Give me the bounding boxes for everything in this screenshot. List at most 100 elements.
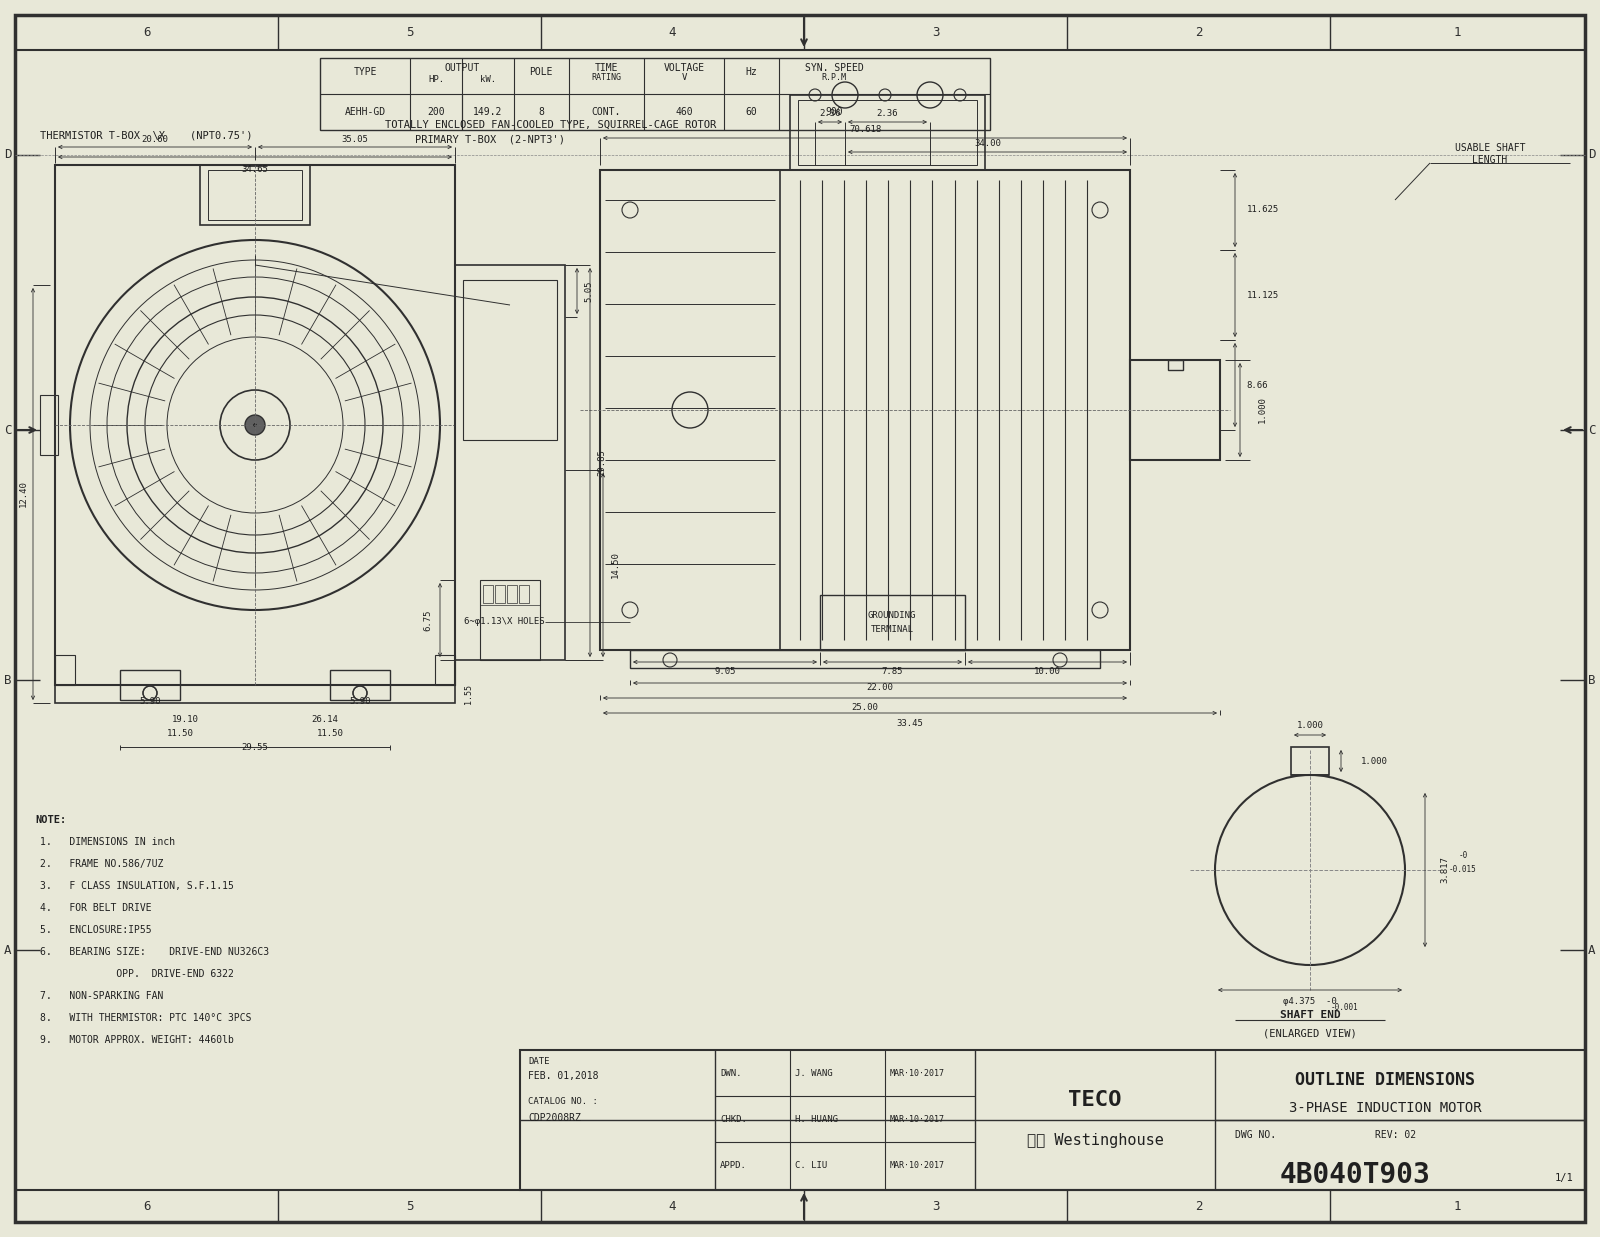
- Text: 3: 3: [931, 1200, 939, 1213]
- Text: 5: 5: [406, 26, 413, 38]
- Text: 1.   DIMENSIONS IN inch: 1. DIMENSIONS IN inch: [40, 837, 174, 847]
- Text: R.P.M: R.P.M: [821, 73, 846, 83]
- Text: J. WANG: J. WANG: [795, 1069, 832, 1077]
- Text: 1.000: 1.000: [1258, 397, 1267, 423]
- Text: POLE: POLE: [530, 67, 552, 77]
- Text: 7.   NON-SPARKING FAN: 7. NON-SPARKING FAN: [40, 991, 163, 1001]
- Bar: [330, 670, 390, 700]
- Bar: [494, 585, 506, 602]
- Text: H. HUANG: H. HUANG: [795, 1115, 838, 1123]
- Text: 3: 3: [931, 26, 939, 38]
- Text: 70.618: 70.618: [850, 125, 882, 135]
- Text: 6.75: 6.75: [424, 610, 432, 631]
- Bar: [1291, 747, 1330, 776]
- Text: APPD.: APPD.: [720, 1160, 747, 1169]
- Text: 19.10: 19.10: [171, 715, 198, 725]
- Text: 5.05: 5.05: [584, 281, 594, 302]
- Bar: [54, 165, 454, 685]
- Text: VOLTAGE: VOLTAGE: [664, 63, 704, 73]
- Text: 5.   ENCLOSURE:IP55: 5. ENCLOSURE:IP55: [40, 925, 152, 935]
- Bar: [40, 395, 58, 455]
- Text: OUTPUT: OUTPUT: [445, 63, 480, 73]
- Bar: [790, 95, 986, 169]
- Text: 29.85: 29.85: [597, 449, 606, 476]
- Text: 6.   BEARING SIZE:    DRIVE-END NU326C3: 6. BEARING SIZE: DRIVE-END NU326C3: [40, 948, 269, 957]
- Bar: [320, 58, 990, 130]
- Text: 1.55: 1.55: [464, 684, 474, 704]
- Text: 34.65: 34.65: [242, 165, 269, 173]
- Text: MAR·10·2017: MAR·10·2017: [890, 1115, 946, 1123]
- Text: (ENLARGED VIEW): (ENLARGED VIEW): [1262, 1028, 1357, 1038]
- Text: D: D: [5, 148, 11, 162]
- Text: 14.50: 14.50: [611, 552, 619, 579]
- Text: 29.55: 29.55: [242, 742, 269, 752]
- Text: B: B: [5, 673, 11, 687]
- Text: AEHH-GD: AEHH-GD: [344, 106, 386, 118]
- Bar: [600, 169, 1130, 649]
- Text: ⓂⓆ Westinghouse: ⓂⓆ Westinghouse: [1027, 1133, 1163, 1148]
- Bar: [520, 1050, 1586, 1190]
- Bar: [1168, 360, 1182, 370]
- Text: CDP2008RZ: CDP2008RZ: [528, 1113, 581, 1123]
- Text: 2: 2: [1195, 26, 1202, 38]
- Bar: [1130, 360, 1221, 460]
- Text: 34.00: 34.00: [974, 140, 1002, 148]
- Text: TOTALLY ENCLOSED FAN-COOLED TYPE, SQUIRREL-CAGE ROTOR: TOTALLY ENCLOSED FAN-COOLED TYPE, SQUIRR…: [386, 120, 717, 130]
- Text: 4.   FOR BELT DRIVE: 4. FOR BELT DRIVE: [40, 903, 152, 913]
- Text: 11.625: 11.625: [1246, 205, 1278, 214]
- Bar: [518, 585, 530, 602]
- Bar: [819, 595, 965, 649]
- Text: 2: 2: [1195, 1200, 1202, 1213]
- Text: DWN.: DWN.: [720, 1069, 741, 1077]
- Text: C: C: [5, 423, 11, 437]
- Text: 4B040T903: 4B040T903: [1280, 1162, 1430, 1189]
- Text: RATING: RATING: [590, 73, 621, 83]
- Text: 22.00: 22.00: [867, 683, 893, 691]
- Text: 4: 4: [669, 26, 677, 38]
- Text: TERMINAL: TERMINAL: [870, 626, 914, 635]
- Text: 900: 900: [826, 106, 843, 118]
- Text: 2.36: 2.36: [819, 110, 840, 119]
- Circle shape: [245, 414, 266, 435]
- Text: 11.50: 11.50: [317, 729, 344, 737]
- Text: 2.   FRAME NO.586/7UZ: 2. FRAME NO.586/7UZ: [40, 858, 163, 870]
- Text: SYN. SPEED: SYN. SPEED: [805, 63, 864, 73]
- Text: B: B: [1589, 673, 1595, 687]
- Text: 4: 4: [669, 1200, 677, 1213]
- Text: SHAFT END: SHAFT END: [1280, 1009, 1341, 1021]
- Text: LENGTH: LENGTH: [1472, 155, 1507, 165]
- Text: GROUNDING: GROUNDING: [867, 611, 917, 620]
- Text: MAR·10·2017: MAR·10·2017: [890, 1069, 946, 1077]
- Text: DATE: DATE: [528, 1058, 549, 1066]
- Text: 35.05: 35.05: [341, 135, 368, 143]
- Text: 9.05: 9.05: [714, 668, 736, 677]
- Text: 10.00: 10.00: [1034, 668, 1061, 677]
- Text: 11.50: 11.50: [166, 729, 194, 737]
- Text: 3.   F CLASS INSULATION, S.F.1.15: 3. F CLASS INSULATION, S.F.1.15: [40, 881, 234, 891]
- Text: 5.90: 5.90: [139, 698, 160, 706]
- Text: -0.015: -0.015: [1450, 866, 1477, 875]
- Text: 26.14: 26.14: [312, 715, 339, 725]
- Text: 11.125: 11.125: [1246, 291, 1278, 299]
- Text: 460: 460: [675, 106, 693, 118]
- Text: 3.817: 3.817: [1440, 856, 1450, 883]
- Text: 200: 200: [427, 106, 445, 118]
- Bar: [454, 265, 565, 661]
- Text: φ4.375  -0: φ4.375 -0: [1283, 997, 1338, 1007]
- Text: TECO: TECO: [1069, 1090, 1122, 1110]
- Bar: [200, 165, 310, 225]
- Text: 6: 6: [142, 26, 150, 38]
- Text: 149.2: 149.2: [474, 106, 502, 118]
- Bar: [483, 585, 493, 602]
- Text: -0.001: -0.001: [1331, 1003, 1358, 1013]
- Text: MAR·10·2017: MAR·10·2017: [890, 1160, 946, 1169]
- Bar: [798, 100, 978, 165]
- Text: A: A: [5, 944, 11, 956]
- Text: 8.   WITH THERMISTOR: PTC 140°C 3PCS: 8. WITH THERMISTOR: PTC 140°C 3PCS: [40, 1013, 251, 1023]
- Bar: [120, 670, 179, 700]
- Bar: [480, 580, 541, 661]
- Text: C: C: [1589, 423, 1595, 437]
- Text: 1: 1: [1454, 26, 1461, 38]
- Text: 1.000: 1.000: [1362, 757, 1387, 766]
- Text: FEB. 01,2018: FEB. 01,2018: [528, 1071, 598, 1081]
